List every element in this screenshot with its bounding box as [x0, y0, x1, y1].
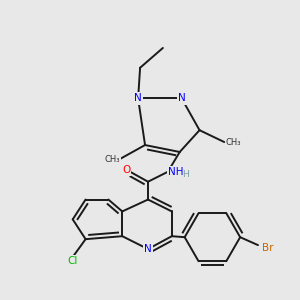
Text: N: N: [134, 94, 142, 103]
Text: NH: NH: [168, 167, 184, 177]
Text: N: N: [144, 244, 152, 254]
Text: N: N: [178, 94, 186, 103]
Text: CH₃: CH₃: [105, 155, 120, 164]
Text: O: O: [122, 165, 130, 175]
Text: Cl: Cl: [68, 256, 78, 266]
Text: H: H: [182, 170, 189, 179]
Text: Br: Br: [262, 243, 274, 253]
Text: CH₃: CH₃: [226, 138, 241, 147]
